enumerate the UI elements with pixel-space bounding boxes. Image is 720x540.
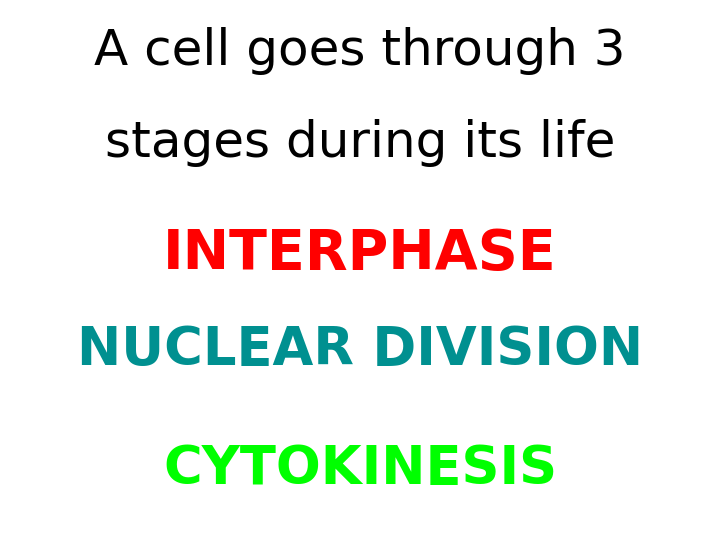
Text: A cell goes through 3: A cell goes through 3 xyxy=(94,27,626,75)
Text: INTERPHASE: INTERPHASE xyxy=(163,227,557,281)
Text: CYTOKINESIS: CYTOKINESIS xyxy=(163,443,557,495)
Text: NUCLEAR DIVISION: NUCLEAR DIVISION xyxy=(77,324,643,376)
Text: stages during its life: stages during its life xyxy=(105,119,615,167)
